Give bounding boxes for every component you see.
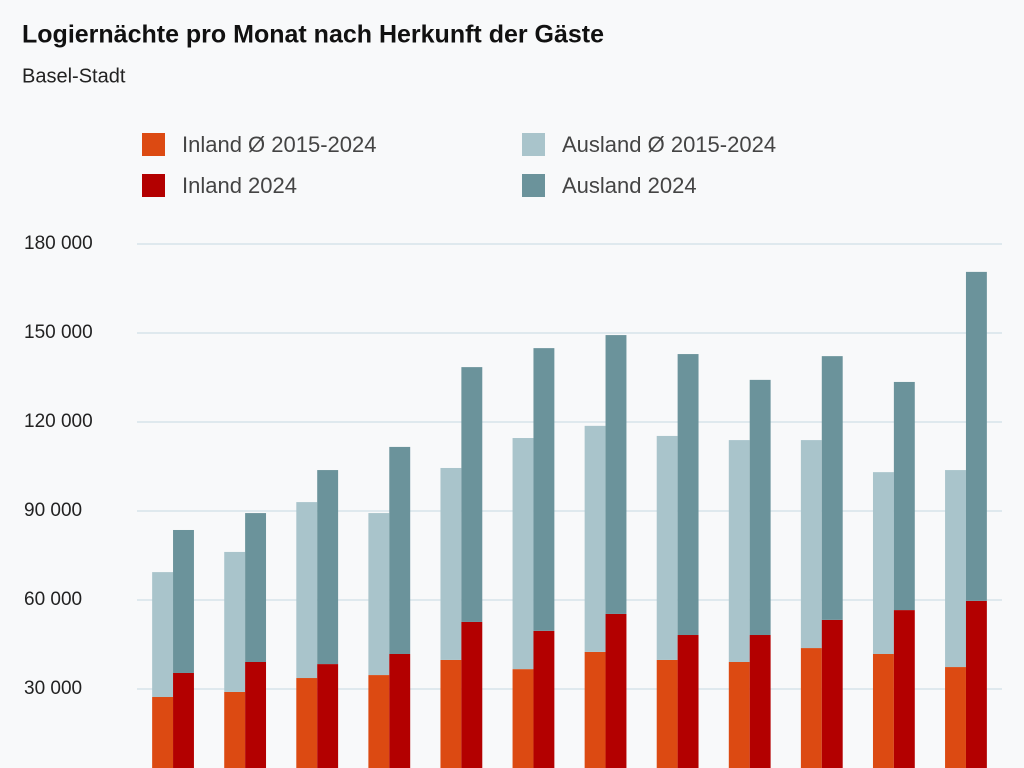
bar-segment [512, 438, 534, 670]
bar-segment [584, 425, 606, 652]
y-tick-label: 60 000 [24, 589, 82, 610]
bar-segment [440, 659, 462, 768]
bar-segment [821, 356, 843, 620]
y-tick-label: 90 000 [24, 500, 82, 521]
bar-segment [368, 513, 390, 676]
bar-segment [584, 651, 606, 768]
bar-segment [440, 467, 462, 660]
bar-segment [224, 691, 246, 768]
bar-segment [872, 653, 894, 768]
bar-segment [945, 470, 966, 668]
bar-segment [533, 630, 555, 768]
bar-segment [677, 635, 699, 768]
y-tick-label: 180 000 [24, 233, 93, 254]
chart-title: Logiernächte pro Monat nach Herkunft der… [22, 21, 604, 49]
bar-segment [965, 271, 987, 601]
bar-segment [389, 446, 411, 654]
bar-segment [945, 667, 966, 768]
legend-swatch [142, 174, 165, 197]
bar-segment [533, 348, 555, 631]
bar-segment [749, 379, 771, 636]
bar-segment [605, 613, 627, 768]
bar-segment [461, 621, 483, 768]
bar-segment [245, 513, 267, 663]
bar-segment [512, 669, 534, 768]
legend-swatch [522, 174, 545, 197]
bar-segment [605, 335, 627, 614]
bar-segment [152, 697, 174, 768]
legend-label: Ausland 2024 [562, 173, 697, 198]
bar-segment [152, 572, 174, 698]
bar-segment [800, 648, 822, 768]
bar-segment [677, 354, 699, 636]
bar-segment [872, 472, 894, 654]
bar-segment [317, 470, 339, 665]
legend-swatch [142, 133, 165, 156]
bar-segment [821, 619, 843, 768]
bar-segment [656, 435, 678, 660]
bar-segment [317, 664, 339, 768]
bar-segment [461, 367, 483, 622]
bar-segment [749, 635, 771, 768]
bar-segment [965, 600, 987, 768]
bar-segment [296, 502, 318, 679]
bar-segment [173, 529, 194, 673]
bar-segment [728, 662, 750, 768]
legend-label: Inland 2024 [182, 173, 297, 198]
bar-segment [173, 672, 194, 768]
bar-segment [656, 659, 678, 768]
legend-label: Inland Ø 2015-2024 [182, 132, 377, 157]
chart-subtitle: Basel-Stadt [22, 65, 126, 87]
legend-label: Ausland Ø 2015-2024 [562, 132, 776, 157]
bar-segment [800, 440, 822, 649]
legend-swatch [522, 133, 545, 156]
bar-segment [368, 675, 390, 768]
y-tick-label: 150 000 [24, 322, 93, 343]
bar-segment [389, 653, 411, 768]
y-tick-label: 30 000 [24, 678, 82, 699]
bar-segment [893, 610, 915, 768]
y-tick-label: 120 000 [24, 411, 93, 432]
bar-segment [296, 678, 318, 768]
bar-segment [728, 440, 750, 663]
bar-segment [224, 551, 246, 692]
bar-segment [245, 662, 267, 768]
bar-segment [893, 381, 915, 611]
